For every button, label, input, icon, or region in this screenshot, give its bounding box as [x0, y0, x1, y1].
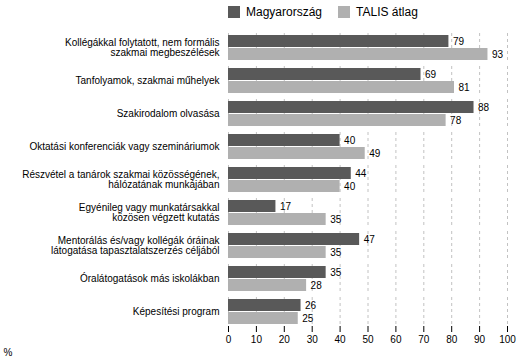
svg-text:35: 35 [330, 214, 342, 225]
svg-text:60: 60 [390, 334, 402, 345]
html-text:TALIS átlag: TALIS átlag [356, 5, 418, 19]
svg-text:78: 78 [450, 115, 462, 126]
svg-text:Képesítési program: Képesítési program [133, 306, 220, 317]
svg-text:Oktatási konferenciák vagy sze: Oktatási konferenciák vagy szemináriumok [29, 141, 220, 152]
svg-text:50: 50 [362, 334, 374, 345]
svg-text:Mentorálás és/vagy kollégák ór: Mentorálás és/vagy kollégák óráinaklátog… [51, 235, 220, 256]
svg-text:100: 100 [499, 334, 516, 345]
svg-text:Szakirodalom olvasása: Szakirodalom olvasása [117, 108, 220, 119]
svg-text:35: 35 [330, 267, 342, 278]
svg-text:88: 88 [478, 102, 490, 113]
svg-text:28: 28 [311, 280, 323, 291]
svg-text:40: 40 [344, 135, 356, 146]
svg-text:10: 10 [251, 334, 263, 345]
svg-text:40: 40 [344, 181, 356, 192]
svg-text:25: 25 [302, 313, 314, 324]
svg-text:35: 35 [330, 247, 342, 258]
svg-text:%: % [4, 347, 13, 358]
svg-text:0: 0 [226, 334, 232, 345]
svg-text:Óralátogatások más iskolákban: Óralátogatások más iskolákban [80, 272, 220, 284]
svg-text:44: 44 [355, 168, 367, 179]
svg-text:49: 49 [369, 148, 381, 159]
svg-text:93: 93 [492, 49, 504, 60]
svg-text:Tanfolyamok, szakmai műhelyek: Tanfolyamok, szakmai műhelyek [76, 75, 221, 86]
svg-text:69: 69 [425, 69, 437, 80]
svg-text:80: 80 [446, 334, 458, 345]
svg-text:90: 90 [474, 334, 486, 345]
svg-text:40: 40 [335, 334, 347, 345]
svg-text:70: 70 [418, 334, 430, 345]
svg-text:Egyénileg vagy munkatársakkalk: Egyénileg vagy munkatársakkalközösen vég… [79, 202, 220, 223]
svg-text:81: 81 [458, 82, 470, 93]
svg-text:20: 20 [279, 334, 291, 345]
svg-text:47: 47 [364, 234, 376, 245]
html-text:Magyarország: Magyarország [246, 5, 322, 19]
svg-text:30: 30 [307, 334, 319, 345]
svg-text:Kollégákkal folytatott, nem fo: Kollégákkal folytatott, nem formálisszak… [65, 37, 221, 58]
svg-text:79: 79 [453, 36, 465, 47]
svg-text:26: 26 [305, 300, 317, 311]
svg-text:Részvétel a tanárok szakmai kö: Részvétel a tanárok szakmai közösségének… [22, 169, 219, 190]
svg-text:17: 17 [280, 201, 292, 212]
